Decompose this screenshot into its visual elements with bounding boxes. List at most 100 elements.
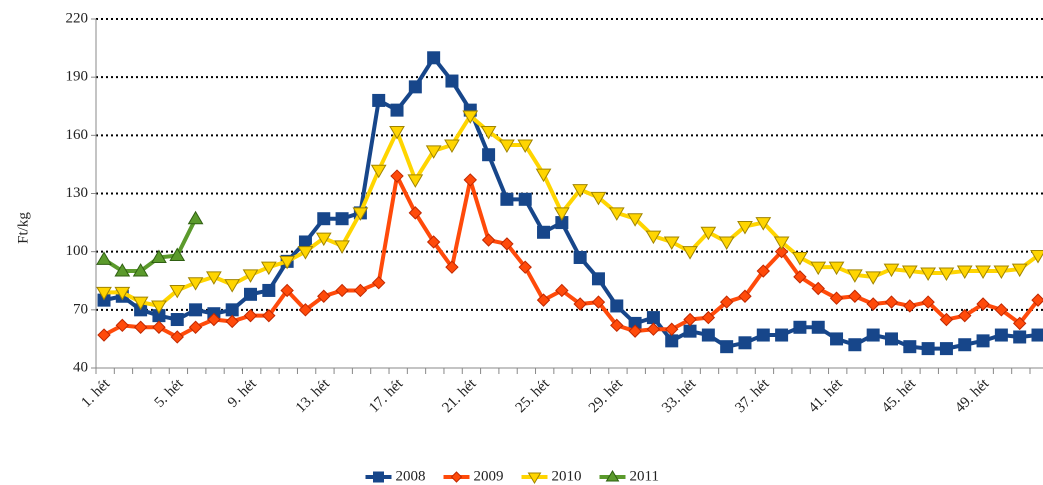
marker bbox=[115, 318, 130, 333]
x-tick-label: 29. hét bbox=[586, 375, 627, 416]
marker bbox=[372, 93, 386, 107]
marker bbox=[663, 236, 680, 250]
marker bbox=[373, 471, 384, 483]
marker bbox=[755, 217, 772, 231]
marker bbox=[628, 324, 642, 338]
marker bbox=[535, 168, 552, 183]
marker bbox=[187, 277, 204, 291]
marker bbox=[170, 313, 184, 327]
x-tick-label: 13. hét bbox=[293, 375, 334, 416]
marker bbox=[244, 287, 258, 301]
marker bbox=[884, 295, 899, 309]
marker bbox=[994, 303, 1009, 317]
marker bbox=[590, 191, 607, 206]
marker bbox=[500, 192, 514, 206]
marker bbox=[701, 328, 715, 342]
marker bbox=[701, 310, 716, 325]
marker bbox=[720, 340, 734, 354]
marker bbox=[317, 289, 331, 303]
marker bbox=[792, 251, 808, 266]
marker bbox=[884, 332, 898, 346]
marker bbox=[370, 164, 387, 179]
marker bbox=[1031, 328, 1043, 342]
marker bbox=[480, 125, 497, 140]
x-tick-label: 45. hét bbox=[879, 375, 920, 416]
marker bbox=[738, 289, 752, 303]
marker bbox=[591, 272, 605, 286]
marker bbox=[883, 263, 900, 278]
marker bbox=[482, 148, 496, 162]
marker bbox=[169, 284, 186, 299]
marker bbox=[793, 270, 807, 284]
marker bbox=[994, 328, 1008, 342]
x-tick-label: 33. hét bbox=[659, 375, 700, 416]
marker bbox=[279, 255, 296, 270]
marker bbox=[605, 470, 620, 482]
x-tick-label: 21. hét bbox=[439, 375, 480, 416]
marker bbox=[425, 145, 442, 159]
marker bbox=[97, 328, 111, 342]
marker bbox=[444, 139, 460, 154]
marker bbox=[499, 139, 515, 154]
marker bbox=[738, 336, 752, 350]
marker bbox=[572, 184, 589, 198]
y-tick-label: 220 bbox=[66, 10, 89, 26]
marker bbox=[627, 213, 643, 227]
marker bbox=[132, 263, 149, 277]
marker bbox=[426, 235, 441, 249]
marker bbox=[114, 263, 131, 277]
marker bbox=[903, 340, 917, 354]
marker bbox=[665, 334, 679, 348]
marker bbox=[536, 293, 551, 307]
marker bbox=[866, 297, 880, 311]
marker bbox=[610, 318, 624, 333]
marker bbox=[846, 269, 863, 283]
marker bbox=[225, 314, 239, 329]
marker bbox=[187, 210, 204, 225]
marker bbox=[390, 169, 404, 183]
marker bbox=[297, 246, 314, 260]
marker bbox=[646, 311, 660, 325]
marker bbox=[96, 286, 112, 301]
marker bbox=[958, 338, 972, 352]
marker bbox=[903, 299, 917, 313]
marker bbox=[463, 173, 477, 187]
x-tick-label: 41. hét bbox=[806, 375, 847, 416]
marker bbox=[445, 260, 459, 274]
marker bbox=[773, 236, 790, 250]
legend-label: 2011 bbox=[630, 468, 659, 484]
marker bbox=[170, 330, 184, 344]
marker bbox=[810, 261, 827, 276]
marker bbox=[956, 265, 973, 280]
marker bbox=[151, 249, 167, 263]
marker bbox=[207, 312, 221, 327]
marker bbox=[317, 212, 331, 226]
marker bbox=[958, 308, 972, 323]
marker bbox=[608, 207, 625, 221]
y-tick-label: 160 bbox=[66, 127, 89, 143]
marker bbox=[848, 289, 862, 303]
marker bbox=[280, 283, 294, 298]
marker bbox=[756, 264, 771, 278]
marker bbox=[700, 226, 717, 241]
x-tick-label: 1. hét bbox=[78, 375, 113, 410]
marker bbox=[408, 206, 423, 220]
marker bbox=[335, 283, 349, 298]
marker bbox=[527, 472, 542, 484]
marker bbox=[169, 247, 186, 262]
marker bbox=[1011, 263, 1028, 278]
legend-label: 2009 bbox=[474, 468, 504, 484]
marker bbox=[407, 174, 424, 188]
marker bbox=[427, 51, 441, 65]
y-tick-label: 190 bbox=[66, 69, 89, 85]
marker bbox=[682, 246, 698, 260]
marker bbox=[555, 283, 569, 298]
marker bbox=[242, 269, 259, 283]
marker bbox=[828, 261, 845, 276]
marker bbox=[262, 283, 276, 297]
y-axis-label: Ft/kg bbox=[15, 212, 31, 244]
marker bbox=[224, 279, 241, 293]
x-tick-label: 37. hét bbox=[732, 375, 773, 416]
marker bbox=[517, 139, 534, 154]
marker bbox=[645, 230, 662, 245]
